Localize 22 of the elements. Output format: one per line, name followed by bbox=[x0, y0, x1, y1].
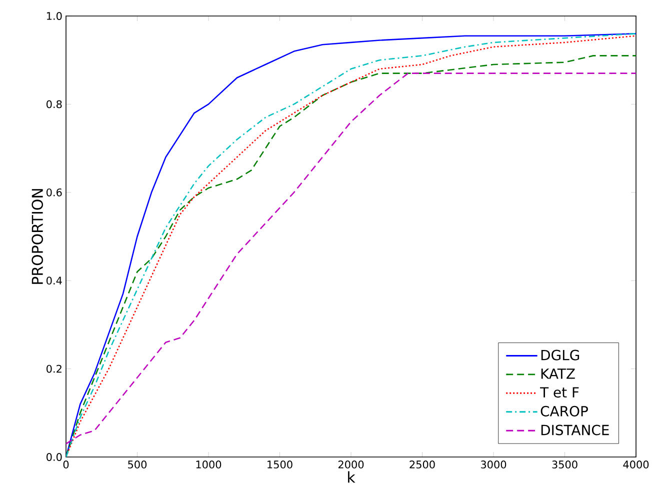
x-tick-label: 0 bbox=[63, 460, 69, 468]
x-tick-label: 2000 bbox=[338, 460, 364, 468]
x-tick-label: 1500 bbox=[268, 460, 292, 468]
y-axis-title: PROPORTION bbox=[32, 189, 44, 284]
y-tick-label: 0.0 bbox=[46, 453, 62, 461]
x-tick-label: 3000 bbox=[480, 460, 506, 468]
y-tick-label: 0.8 bbox=[46, 100, 62, 108]
x-axis-title: k bbox=[348, 471, 356, 483]
y-tick-label: 0.2 bbox=[46, 364, 62, 373]
x-tick-label: 1000 bbox=[196, 460, 222, 468]
legend-label: DGLG bbox=[541, 350, 580, 360]
legend-label: DISTANCE bbox=[541, 424, 609, 436]
y-tick-label: 0.4 bbox=[46, 276, 62, 285]
legend-label: KATZ bbox=[541, 368, 575, 379]
x-tick-label: 3500 bbox=[552, 460, 578, 468]
x-tick-label: 500 bbox=[128, 460, 147, 468]
y-tick-label: 0.6 bbox=[46, 188, 62, 196]
legend-label: CAROP bbox=[540, 406, 588, 416]
legend-label: T et F bbox=[540, 387, 579, 398]
x-tick-label: 4000 bbox=[623, 460, 649, 468]
x-tick-label: 2500 bbox=[410, 460, 435, 468]
y-tick-label: 1.0 bbox=[46, 12, 62, 20]
